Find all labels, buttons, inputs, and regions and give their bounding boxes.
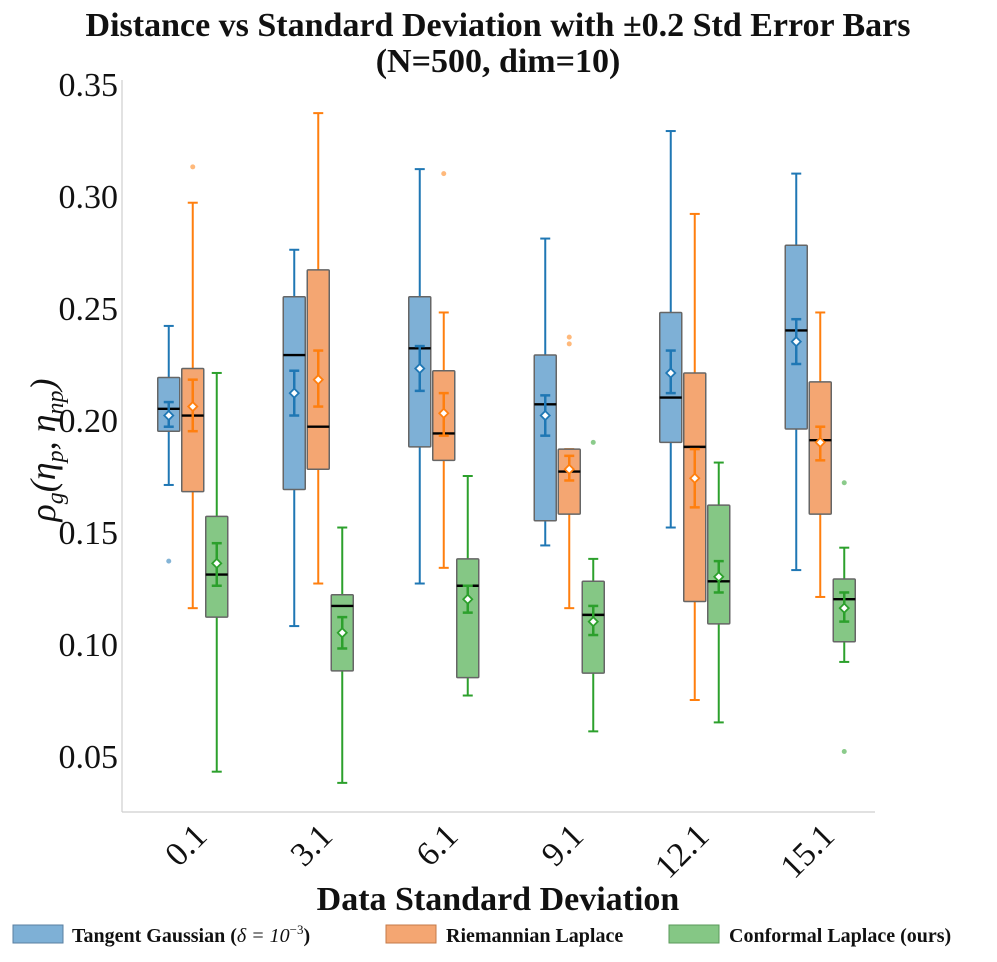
legend-item-conformal-laplace[interactable]: Conformal Laplace (ours) bbox=[668, 924, 951, 947]
outlier-point[interactable] bbox=[841, 480, 847, 486]
outlier-point[interactable] bbox=[566, 341, 572, 347]
mean-marker[interactable] bbox=[162, 409, 175, 422]
box-2-1 bbox=[330, 526, 354, 784]
legend-item-tangent-gaussian[interactable]: Tangent Gaussian (δ = 10−3) bbox=[12, 922, 310, 947]
x-axis-label: Data Standard Deviation bbox=[317, 881, 680, 918]
box-2-2 bbox=[456, 475, 480, 697]
x-tick-label: 12.1 bbox=[648, 817, 716, 885]
y-tick-label: 0.35 bbox=[59, 67, 119, 104]
box-iqr[interactable] bbox=[456, 558, 480, 679]
y-tick-label: 0.20 bbox=[59, 403, 119, 440]
mean-marker[interactable] bbox=[413, 362, 426, 375]
x-tick-label: 15.1 bbox=[774, 817, 842, 885]
legend-swatch-conformal-laplace bbox=[668, 924, 720, 944]
box-2-4 bbox=[707, 461, 731, 724]
legend-item-riemannian-laplace[interactable]: Riemannian Laplace bbox=[385, 924, 623, 947]
y-axis-label: ρg(ηp, ηnp) bbox=[23, 379, 69, 523]
outlier-point[interactable] bbox=[441, 171, 447, 177]
chart-title-line1: Distance vs Standard Deviation with ±0.2… bbox=[86, 7, 911, 44]
mean-marker[interactable] bbox=[312, 373, 325, 386]
y-tick-label: 0.30 bbox=[59, 179, 119, 216]
chart-title-line2: (N=500, dim=10) bbox=[376, 43, 621, 80]
legend-label-tangent-gaussian: Tangent Gaussian (δ = 10−3) bbox=[72, 922, 310, 947]
x-tick-label: 3.1 bbox=[284, 817, 340, 873]
box-0-5 bbox=[784, 172, 808, 572]
legend-swatch-riemannian-laplace bbox=[385, 924, 437, 944]
x-tick-label: 0.1 bbox=[158, 817, 214, 873]
mean-marker[interactable] bbox=[461, 593, 474, 605]
mean-marker[interactable] bbox=[814, 436, 827, 449]
box-1-0 bbox=[181, 164, 205, 610]
y-tick-label: 0.25 bbox=[59, 291, 119, 328]
plot-area bbox=[157, 112, 856, 784]
mean-marker[interactable] bbox=[664, 367, 677, 379]
box-1-5 bbox=[808, 311, 832, 598]
mean-marker[interactable] bbox=[186, 400, 199, 413]
mean-marker[interactable] bbox=[539, 409, 552, 422]
mean-marker[interactable] bbox=[288, 387, 301, 399]
y-tick-label: 0.05 bbox=[59, 739, 119, 776]
legend-label-conformal-laplace: Conformal Laplace (ours) bbox=[729, 925, 951, 947]
mean-marker[interactable] bbox=[587, 615, 600, 628]
legend-swatch-tangent-gaussian bbox=[12, 924, 64, 944]
x-tick-label: 9.1 bbox=[535, 817, 591, 873]
box-iqr[interactable] bbox=[533, 354, 557, 522]
box-0-4 bbox=[659, 130, 683, 529]
legend: Tangent Gaussian (δ = 10−3) Riemannian L… bbox=[12, 922, 951, 947]
mean-marker[interactable] bbox=[688, 472, 701, 485]
box-0-0 bbox=[157, 324, 181, 564]
mean-marker[interactable] bbox=[336, 627, 349, 639]
box-2-3 bbox=[581, 439, 605, 733]
mean-marker[interactable] bbox=[838, 602, 851, 614]
box-1-3 bbox=[557, 334, 581, 610]
mean-marker[interactable] bbox=[437, 407, 450, 420]
box-0-2 bbox=[408, 168, 432, 585]
outlier-point[interactable] bbox=[166, 558, 172, 564]
y-tick-label: 0.15 bbox=[59, 515, 119, 552]
box-1-1 bbox=[306, 112, 330, 585]
mean-marker[interactable] bbox=[563, 463, 576, 476]
mean-marker[interactable] bbox=[712, 571, 725, 583]
box-2-0 bbox=[205, 371, 229, 773]
mean-marker[interactable] bbox=[210, 557, 223, 570]
x-tick-label: 6.1 bbox=[409, 817, 465, 873]
outlier-point[interactable] bbox=[190, 164, 196, 170]
outlier-point[interactable] bbox=[590, 439, 596, 445]
y-tick-label: 0.10 bbox=[59, 627, 119, 664]
box-0-3 bbox=[533, 237, 557, 547]
legend-label-riemannian-laplace: Riemannian Laplace bbox=[446, 925, 623, 947]
outlier-point[interactable] bbox=[841, 749, 847, 755]
box-1-2 bbox=[432, 171, 456, 569]
box-0-1 bbox=[282, 248, 306, 628]
box-2-5 bbox=[832, 480, 856, 755]
mean-marker[interactable] bbox=[790, 335, 803, 348]
box-1-4 bbox=[683, 212, 707, 701]
outlier-point[interactable] bbox=[566, 334, 572, 340]
